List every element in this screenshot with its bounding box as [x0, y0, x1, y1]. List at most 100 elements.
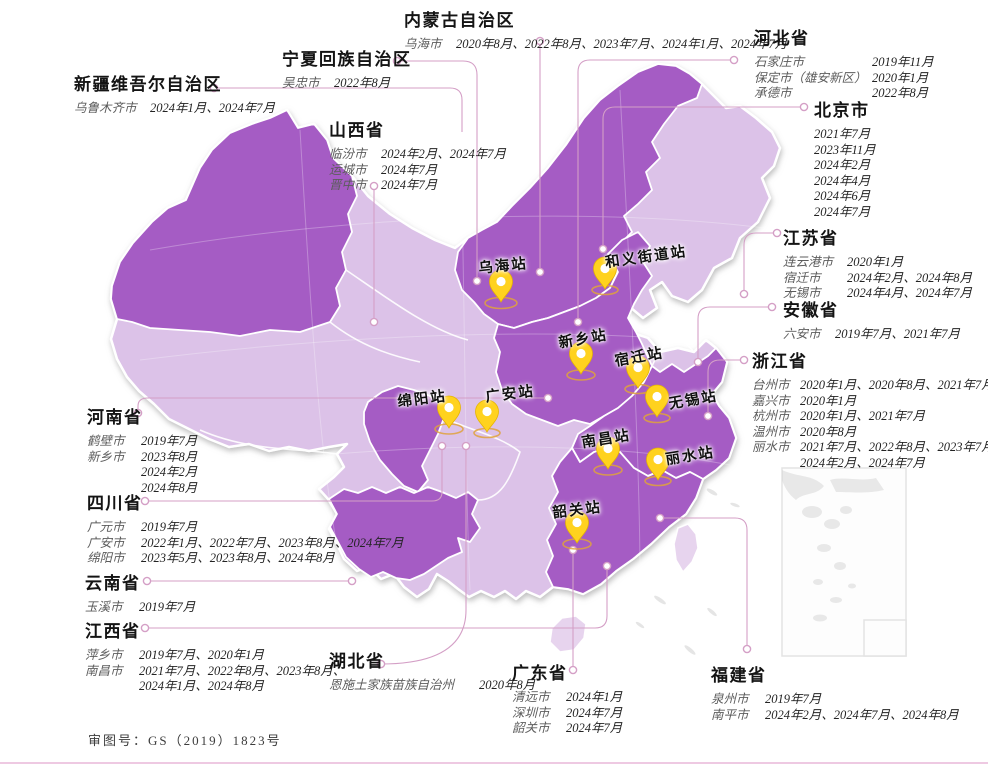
city-name: 萍乡市	[85, 648, 123, 662]
city-name: 玉溪市	[85, 600, 123, 614]
city-dates: 2024年7月	[566, 705, 623, 720]
leader-dot-hubei	[461, 441, 471, 451]
callout-jiangxi: 江西省 萍乡市 2019年7月、2020年1月 南昌市 2021年7月、2022年8月、…	[85, 617, 345, 695]
leader-dot-yunnan	[142, 576, 152, 586]
callout-row: 运城市 2024年7月	[329, 163, 506, 179]
province-title-xinjiang: 新疆维吾尔自治区	[74, 75, 222, 94]
leader-line-henan	[137, 397, 544, 413]
callout-row: 温州市 2020年8月	[752, 425, 988, 441]
leader-dot-beijing	[598, 244, 608, 254]
city-name: 嘉兴市	[752, 393, 790, 408]
city-dates: 2021年7月、2022年8月、2023年7月 2024年2月、2024年7月	[800, 440, 988, 470]
city-name: 鹤壁市	[87, 434, 125, 448]
map-pin-icon-heyijiedao[interactable]	[593, 256, 617, 290]
map-pin-icon-suqian[interactable]	[626, 355, 650, 389]
callout-row: 乌海市 2020年8月、2022年8月、2023年7月、2024年1月、2024年…	[404, 37, 787, 53]
province-north-central	[493, 231, 653, 427]
callout-rows: 台州市 2020年1月、2020年8月、2021年7月 嘉兴市 2020年1月 杭州市 2…	[752, 378, 988, 471]
city-name: 无锡市	[783, 286, 821, 300]
callout-beijing: 北京市 2021年7月 2023年11月 2024年2月 2024年4月 2024年6月 2…	[814, 96, 876, 220]
callout-neimenggu: 内蒙古自治区 乌海市 2020年8月、2022年8月、2023年7月、2024年1月…	[404, 6, 787, 53]
leader-dot-shanxi	[369, 181, 379, 191]
leader-line-jiangxi	[145, 570, 608, 629]
callout-yunnan: 云南省 玉溪市 2019年7月	[85, 569, 195, 616]
province-title-ningxia: 宁夏回族自治区	[282, 50, 412, 69]
leader-lines	[133, 36, 809, 675]
callout-row: 泉州市 2019年7月	[711, 692, 959, 708]
taiwan-island	[673, 523, 699, 574]
leader-dot-jiangsu	[739, 289, 749, 299]
city-name: 乌海市	[404, 37, 442, 51]
city-dates: 2020年1月	[800, 393, 857, 408]
south-china-sea-inset	[781, 467, 907, 657]
city-name: 清远市	[512, 690, 550, 704]
leader-dot-xinjiang	[209, 83, 219, 93]
city-name: 深圳市	[512, 705, 550, 720]
city-dates: 2021年7月 2023年11月 2024年2月 2024年4月 2024年6月 2024…	[814, 127, 876, 219]
callout-sichuan: 四川省 广元市 2019年7月 广安市 2022年1月、2022年7月、2023年8月、…	[87, 489, 404, 567]
callout-row: 宿迁市 2024年2月、2024年8月	[783, 271, 972, 287]
callout-fujian: 福建省泉州市 2019年7月 南平市 2024年2月、2024年7月、2024年8月	[711, 661, 959, 723]
callout-row: 无锡市 2024年4月、2024年7月	[783, 286, 972, 302]
leader-dot-hebei	[573, 317, 583, 327]
city-name: 新乡市	[87, 449, 125, 464]
callout-row: 丽水市 2021年7月、2022年8月、2023年7月 2024年2月、2024年7…	[752, 440, 988, 471]
leader-dot-ningxia	[472, 276, 482, 286]
leader-dot-hubei	[376, 659, 386, 669]
callout-rows: 广元市 2019年7月广安市 2022年1月、2022年7月、2023年8月、202…	[87, 520, 404, 567]
province-xinjiang	[110, 109, 358, 337]
callout-row: 保定市（雄安新区） 2020年1月	[754, 71, 934, 87]
city-dates: 2019年11月	[872, 55, 934, 69]
callout-row: 嘉兴市 2020年1月	[752, 394, 988, 410]
callout-row: 恩施土家族苗族自治州 2020年8月	[329, 678, 535, 694]
province-title-fujian: 福建省	[711, 666, 767, 685]
map-approval-number: 审图号：GS（2019）1823号	[88, 733, 282, 748]
map-pin-icon-lishui[interactable]	[646, 447, 670, 481]
callout-row: 承德市 2022年8月	[754, 86, 934, 102]
city-name: 石家庄市	[754, 55, 805, 69]
city-name: 晋中市	[329, 178, 367, 192]
map-pin-icon-xinxiang[interactable]	[569, 341, 593, 375]
leader-line-xinjiang	[214, 87, 463, 132]
province-title-hubei: 湖北省	[329, 652, 385, 671]
leader-line-hebei	[577, 59, 734, 318]
city-dates: 2024年7月	[381, 178, 438, 192]
callout-rows: 六安市 2019年7月、2021年7月	[783, 327, 960, 343]
map-pin-icon-mianyang[interactable]	[437, 395, 461, 429]
map-pin-icon-guangan[interactable]	[475, 399, 499, 433]
leader-dot-ningxia	[392, 56, 402, 66]
callout-row: 深圳市 2024年7月	[512, 706, 622, 722]
city-dates: 2024年1月	[566, 690, 623, 704]
callout-row: 南平市 2024年2月、2024年7月、2024年8月	[711, 708, 959, 724]
city-dates: 2020年1月、2021年7月	[800, 409, 926, 423]
leader-dot-neimenggu	[535, 36, 545, 46]
callout-row: 韶关市 2024年7月	[512, 721, 622, 737]
city-name: 广元市	[87, 520, 125, 534]
city-name: 保定市（雄安新区）	[754, 70, 867, 85]
city-name: 广安市	[87, 535, 125, 550]
callout-row: 连云港市 2020年1月	[783, 255, 972, 271]
coastal-islets	[635, 488, 740, 655]
callout-rows: 连云港市 2020年1月 宿迁市 2024年2月、2024年8月 无锡市 2024年4月、…	[783, 255, 972, 302]
map-pin-icon-wuxi[interactable]	[645, 384, 669, 418]
province-title-shanxi: 山西省	[329, 121, 385, 140]
map-pin-icon-nanchang[interactable]	[596, 436, 620, 470]
leader-line-beijing	[602, 106, 804, 245]
callout-row: 广安市 2022年1月、2022年7月、2023年8月、2024年7月	[87, 536, 404, 552]
leader-dot-zhejiang	[739, 355, 749, 365]
city-name: 杭州市	[752, 409, 790, 423]
callout-henan: 河南省 鹤壁市 2019年7月 新乡市 2023年8月 2024年2月 2024年8月	[87, 403, 197, 496]
province-title-henan: 河南省	[87, 408, 143, 427]
callout-hebei: 河北省 石家庄市 2019年11月 保定市（雄安新区） 2020年1月 承德市 2022年8…	[754, 24, 934, 102]
station-pins	[434, 256, 672, 550]
leader-line-jiangsu	[743, 232, 777, 290]
callout-row: 乌鲁木齐市 2024年1月、2024年7月	[74, 101, 275, 117]
city-dates: 2020年1月	[872, 70, 929, 85]
city-dates: 2019年7月	[141, 520, 198, 534]
leader-dot-fujian	[655, 513, 665, 523]
leader-line-ningxia	[397, 60, 478, 278]
map-pin-icon-shaoguan[interactable]	[565, 510, 589, 544]
map-pin-icon-wuhai[interactable]	[489, 269, 513, 303]
city-dates: 2019年7月	[765, 692, 822, 706]
